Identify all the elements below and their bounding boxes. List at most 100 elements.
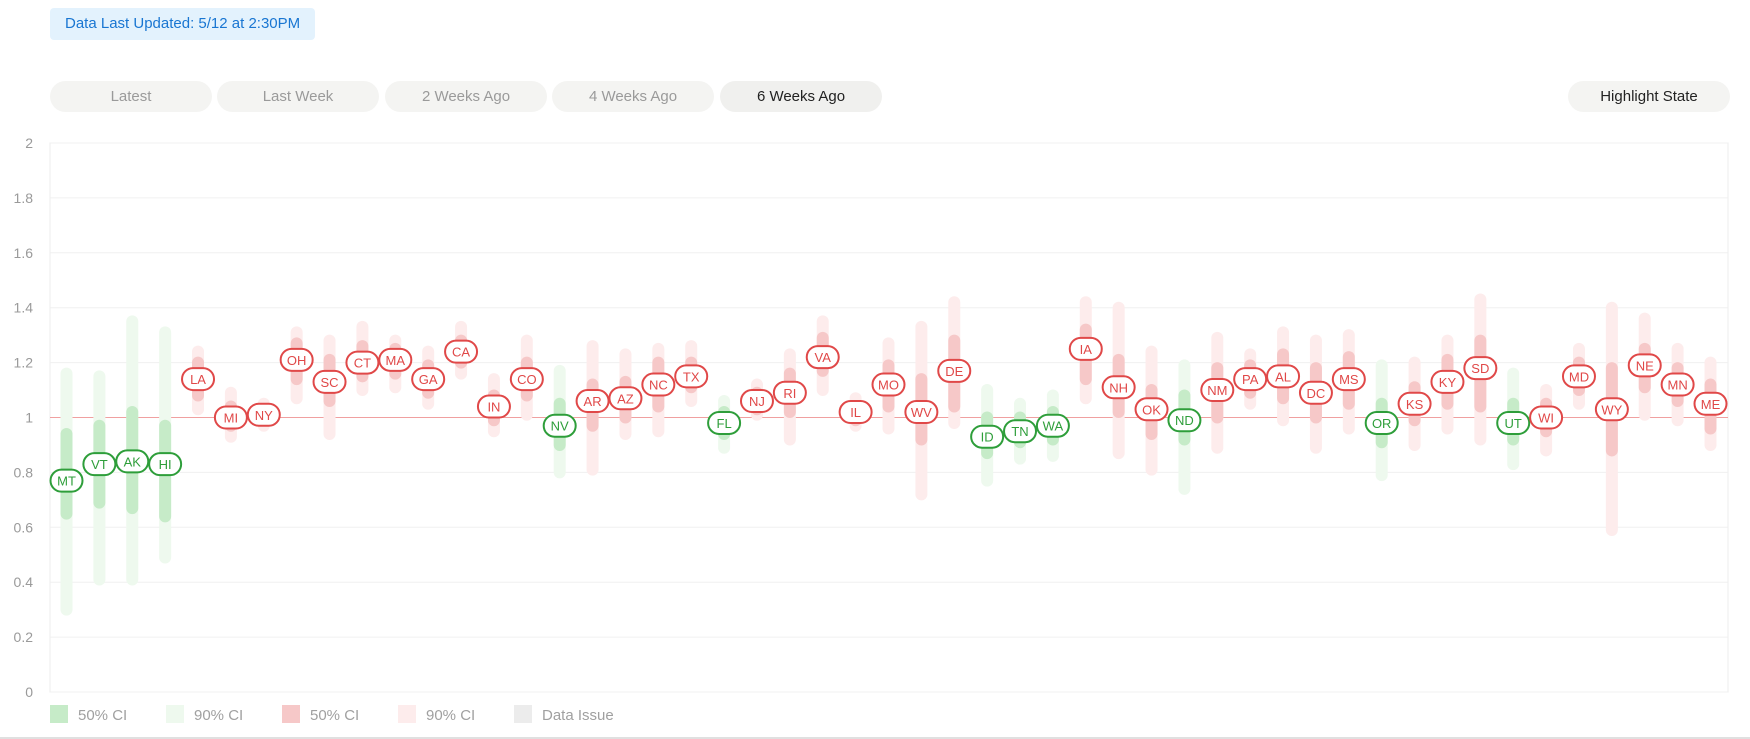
y-tick-label: 1.6 [14, 245, 34, 261]
state-marker-vt [82, 452, 117, 477]
state-label-la: LA [190, 372, 206, 387]
state-label-hi: HI [159, 457, 172, 472]
state-label-nh: NH [1109, 380, 1128, 395]
state-marker-ms [1331, 367, 1366, 392]
state-label-sd: SD [1471, 361, 1489, 376]
state-label-ne: NE [1636, 358, 1654, 373]
tab-4-weeks-ago[interactable]: 4 Weeks Ago [552, 81, 714, 112]
state-label-dc: DC [1307, 386, 1326, 401]
state-marker-nm [1200, 378, 1235, 403]
state-marker-al [1266, 364, 1301, 389]
state-label-nm: NM [1207, 383, 1227, 398]
state-label-ar: AR [584, 394, 602, 409]
y-tick-label: 1.8 [14, 190, 34, 206]
y-tick-label: 0.6 [14, 519, 34, 535]
state-marker-nv [542, 413, 577, 438]
state-label-id: ID [981, 430, 994, 445]
state-label-oh: OH [287, 353, 307, 368]
state-marker-pa [1233, 367, 1268, 392]
state-marker-wv [904, 400, 939, 425]
legend-label: 90% CI [426, 707, 476, 724]
state-label-mi: MI [224, 411, 238, 426]
data-updated-banner: Data Last Updated: 5/12 at 2:30PM [50, 8, 316, 40]
state-label-ia: IA [1080, 342, 1093, 357]
legend-swatch [166, 705, 184, 723]
state-marker-la [181, 367, 216, 392]
state-marker-tn [1003, 419, 1038, 444]
y-tick-label: 1.2 [14, 355, 34, 371]
state-label-nj: NJ [749, 394, 765, 409]
state-label-wi: WI [1538, 411, 1554, 426]
state-marker-fl [707, 410, 742, 435]
y-tick-label: 1.4 [14, 300, 34, 316]
state-label-ma: MA [386, 353, 406, 368]
state-marker-ut [1496, 410, 1531, 435]
legend-label: 50% CI [78, 707, 128, 724]
state-marker-ma [378, 347, 413, 372]
state-marker-ia [1068, 336, 1103, 361]
state-marker-or [1364, 410, 1399, 435]
state-label-va: VA [815, 350, 832, 365]
y-tick-label: 2 [25, 135, 33, 151]
state-marker-ks [1397, 391, 1432, 416]
state-marker-mi [213, 405, 248, 430]
state-marker-mo [871, 372, 906, 397]
y-tick-label: 0.4 [14, 574, 34, 590]
state-marker-wi [1529, 405, 1564, 430]
state-marker-ga [411, 367, 446, 392]
legend-label: 50% CI [310, 707, 360, 724]
tab-last-week[interactable]: Last Week [217, 81, 379, 112]
state-label-nd: ND [1175, 413, 1194, 428]
state-label-sc: SC [321, 375, 339, 390]
state-marker-ct [345, 350, 380, 375]
highlight-state-button[interactable]: Highlight State [1568, 81, 1730, 112]
state-label-ny: NY [255, 408, 273, 423]
legend-swatch [282, 705, 300, 723]
state-label-mn: MN [1668, 378, 1688, 393]
state-marker-co [509, 367, 544, 392]
y-tick-label: 0.2 [14, 629, 34, 645]
y-tick-label: 0 [25, 684, 33, 700]
legend-label: 90% CI [194, 707, 244, 724]
state-marker-ky [1430, 369, 1465, 394]
state-label-al: AL [1275, 369, 1291, 384]
legend-swatch [398, 705, 416, 723]
state-label-nc: NC [649, 378, 668, 393]
state-label-wa: WA [1043, 419, 1064, 434]
state-marker-nj [739, 389, 774, 414]
state-marker-sd [1463, 356, 1498, 381]
legend-swatch [514, 705, 532, 723]
state-label-mo: MO [878, 378, 899, 393]
legend-item-data-issue: Data Issue [514, 705, 614, 724]
legend-item-green-90: 90% CI [166, 705, 243, 724]
state-marker-sc [312, 369, 347, 394]
tab-6-weeks-ago[interactable]: 6 Weeks Ago [720, 81, 882, 112]
state-marker-in [476, 394, 511, 419]
state-marker-hi [148, 452, 183, 477]
rt-chart: 2 1.8 1.6 1.4 1.2 1 0.8 0.6 0.4 0.2 0 MT VT AK HI LA MI N… [14, 135, 1729, 700]
tab-2-weeks-ago[interactable]: 2 Weeks Ago [385, 81, 547, 112]
state-marker-nc [641, 372, 676, 397]
state-label-az: AZ [617, 391, 634, 406]
bottom-divider [0, 737, 1750, 739]
state-label-co: CO [517, 372, 537, 387]
state-label-ak: AK [124, 454, 142, 469]
legend-item-green-50: 50% CI [50, 705, 127, 724]
state-label-il: IL [850, 405, 861, 420]
state-label-fl: FL [717, 416, 732, 431]
state-label-wv: WV [911, 405, 932, 420]
tab-latest[interactable]: Latest [50, 81, 212, 112]
state-marker-wy [1594, 397, 1629, 422]
state-label-ks: KS [1406, 397, 1424, 412]
state-marker-ak [115, 449, 150, 474]
state-label-ri: RI [783, 386, 796, 401]
state-label-nv: NV [551, 419, 569, 434]
state-marker-mt [49, 468, 84, 493]
legend-item-red-50: 50% CI [282, 705, 359, 724]
state-label-ca: CA [452, 345, 470, 360]
state-label-ut: UT [1505, 416, 1522, 431]
state-label-mt: MT [57, 474, 76, 489]
state-label-or: OR [1372, 416, 1392, 431]
state-marker-nd [1167, 408, 1202, 433]
state-marker-nh [1101, 375, 1136, 400]
